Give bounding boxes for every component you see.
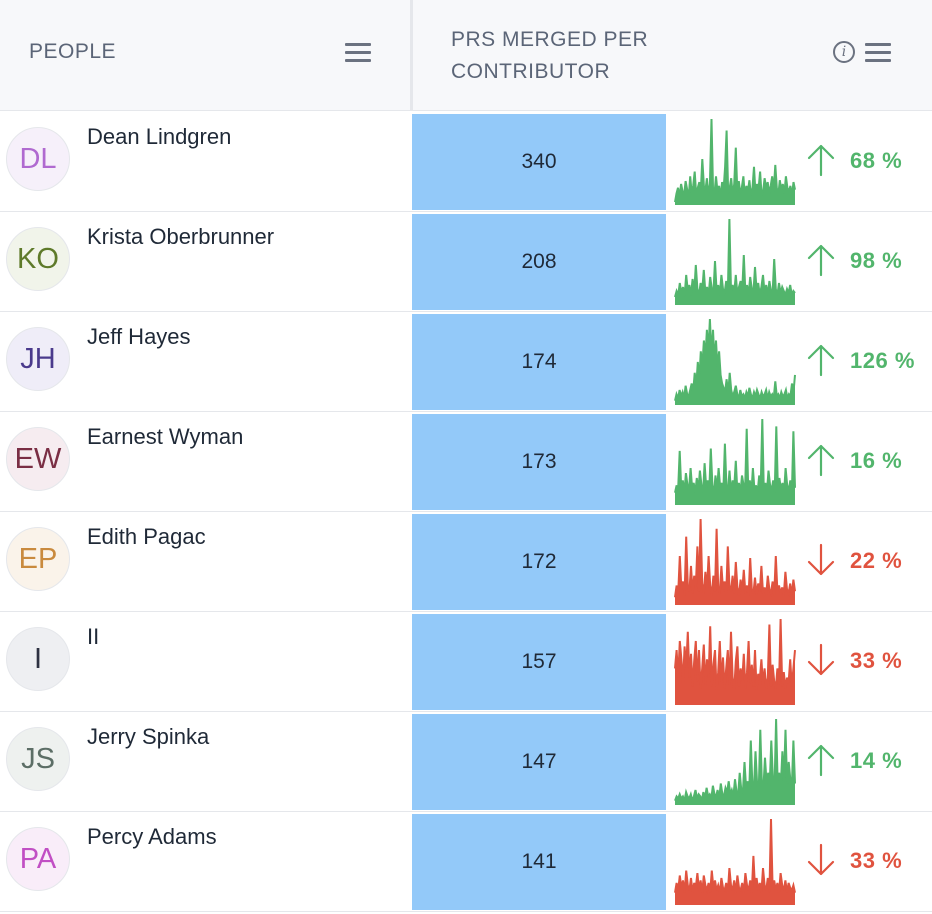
pr-count: 141 — [521, 850, 557, 873]
contributor-name[interactable]: Percy Adams — [87, 824, 217, 849]
pr-count-cell: 172 — [412, 514, 666, 610]
percent-change: 14 % — [850, 748, 903, 773]
sparkline-chart — [674, 518, 796, 605]
table-row[interactable]: DL Dean Lindgren 340 68 % — [0, 112, 932, 212]
table-row[interactable]: EP Edith Pagac 172 22 % — [0, 512, 932, 612]
arrow-up-icon — [807, 444, 835, 477]
pr-count-cell: 157 — [412, 614, 666, 710]
table-row[interactable]: JS Jerry Spinka 147 14 % — [0, 712, 932, 812]
pr-count: 172 — [521, 550, 557, 573]
sparkline-chart — [674, 118, 796, 205]
table-row[interactable]: I II 157 33 % — [0, 612, 932, 712]
people-column-header[interactable]: PEOPLE — [29, 40, 117, 63]
sparkline-line — [674, 618, 796, 691]
sparkline-chart — [674, 218, 796, 305]
column-divider[interactable] — [410, 0, 413, 110]
table-row[interactable]: KO Krista Oberbrunner 208 98 % — [0, 212, 932, 312]
pr-count: 174 — [521, 350, 557, 373]
avatar[interactable]: DL — [6, 127, 70, 191]
prs-column-header[interactable]: PRS MERGED PER CONTRIBUTOR — [451, 28, 649, 83]
contributor-name[interactable]: Jerry Spinka — [87, 724, 210, 749]
sparkline-chart — [674, 318, 796, 405]
pr-count-cell: 174 — [412, 314, 666, 410]
sparkline-line — [674, 818, 796, 895]
arrow-down-icon — [807, 643, 835, 676]
percent-change: 33 % — [850, 848, 903, 873]
table-row[interactable]: JH Jeff Hayes 174 126 % — [0, 312, 932, 412]
info-icon[interactable]: i — [833, 41, 855, 63]
table-row[interactable]: EW Earnest Wyman 173 16 % — [0, 412, 932, 512]
pr-count: 147 — [521, 750, 557, 773]
contributor-name[interactable]: Jeff Hayes — [87, 324, 191, 349]
percent-change: 33 % — [850, 648, 903, 673]
pr-count-cell: 208 — [412, 214, 666, 310]
arrow-up-icon — [807, 344, 835, 377]
contributor-name[interactable]: II — [87, 624, 100, 649]
table-header: PEOPLE PRS MERGED PER CONTRIBUTOR i — [0, 0, 932, 111]
avatar[interactable]: JS — [6, 727, 70, 791]
sparkline-line — [674, 418, 796, 493]
percent-change: 16 % — [850, 448, 903, 473]
pr-count: 173 — [521, 450, 557, 473]
pr-count: 340 — [521, 150, 557, 173]
percent-change: 98 % — [850, 248, 903, 273]
pr-count-cell: 141 — [412, 814, 666, 910]
avatar[interactable]: EP — [6, 527, 70, 591]
pr-count: 157 — [521, 650, 557, 673]
avatar[interactable]: KO — [6, 227, 70, 291]
prs-column-menu-icon[interactable] — [865, 43, 891, 63]
avatar[interactable]: JH — [6, 327, 70, 391]
arrow-up-icon — [807, 144, 835, 177]
percent-change: 22 % — [850, 548, 903, 573]
avatar[interactable]: EW — [6, 427, 70, 491]
sparkline-chart — [674, 718, 796, 805]
sparkline-line — [674, 518, 796, 598]
sparkline-line — [674, 318, 796, 403]
arrow-down-icon — [807, 543, 835, 576]
sparkline-chart — [674, 818, 796, 905]
avatar[interactable]: PA — [6, 827, 70, 891]
percent-change: 126 % — [850, 348, 915, 373]
contributor-name[interactable]: Edith Pagac — [87, 524, 206, 549]
sparkline-chart — [674, 618, 796, 705]
contributor-name[interactable]: Earnest Wyman — [87, 424, 244, 449]
sparkline-area — [675, 719, 795, 805]
sparkline-line — [674, 218, 796, 299]
contributor-name[interactable]: Dean Lindgren — [87, 124, 232, 149]
sparkline-line — [674, 718, 796, 805]
arrow-up-icon — [807, 244, 835, 277]
contributor-name[interactable]: Krista Oberbrunner — [87, 224, 275, 249]
pr-count-cell: 173 — [412, 414, 666, 510]
arrow-down-icon — [807, 843, 835, 876]
arrow-up-icon — [807, 744, 835, 777]
percent-change: 68 % — [850, 148, 903, 173]
avatar[interactable]: I — [6, 627, 70, 691]
people-column-menu-icon[interactable] — [345, 43, 371, 63]
table-row[interactable]: PA Percy Adams 141 33 % — [0, 812, 932, 912]
sparkline-chart — [674, 418, 796, 505]
sparkline-line — [674, 118, 796, 203]
pr-count: 208 — [521, 250, 557, 273]
sparkline-area — [675, 319, 795, 405]
pr-count-cell: 147 — [412, 714, 666, 810]
pr-count-cell: 340 — [412, 114, 666, 210]
